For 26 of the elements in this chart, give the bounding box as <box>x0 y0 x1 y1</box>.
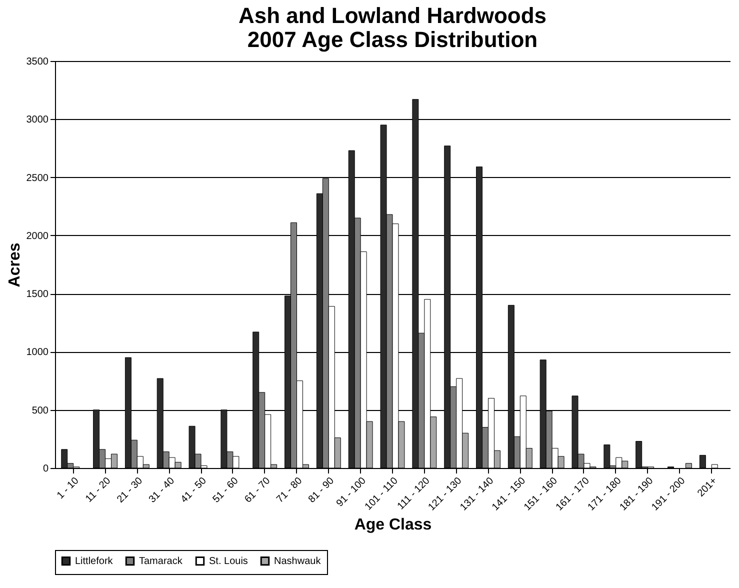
x-tick-label: 61 - 70 <box>242 475 273 506</box>
x-tick-label: 51 - 60 <box>210 475 242 506</box>
bar <box>699 454 706 468</box>
x-tick-label: 81 - 90 <box>306 475 337 506</box>
legend-label: Tamarack <box>139 556 184 568</box>
x-tick-label: 31 - 40 <box>147 475 178 506</box>
x-tick-label: 71 - 80 <box>274 475 305 506</box>
y-tick-label: 3500 <box>26 56 49 68</box>
bar <box>685 463 692 468</box>
x-tick-label: 11 - 20 <box>84 475 114 505</box>
y-tick-label: 0 <box>42 464 49 474</box>
chart-title: Ash and Lowland Hardwoods 2007 Age Class Distribution <box>238 3 547 52</box>
y-axis-title: Acres <box>6 242 24 288</box>
legend-label: Nashwauk <box>274 556 322 568</box>
x-axis-title: Age Class <box>354 516 432 534</box>
y-tick-label: 1000 <box>26 347 49 358</box>
x-tick-label: 21 - 30 <box>115 475 146 506</box>
y-tick-label: 2000 <box>26 230 49 242</box>
y-tick-label: 1500 <box>26 289 49 300</box>
x-tick-label: 41 - 50 <box>178 475 210 506</box>
legend-label: Littlefork <box>75 556 114 568</box>
y-tick-label: 500 <box>32 405 49 416</box>
legend-label: St. Louis <box>209 556 248 568</box>
y-tick-label: 3000 <box>26 114 49 126</box>
x-tick-label: 1 - 10 <box>55 475 82 502</box>
y-tick-label: 2500 <box>26 172 49 184</box>
